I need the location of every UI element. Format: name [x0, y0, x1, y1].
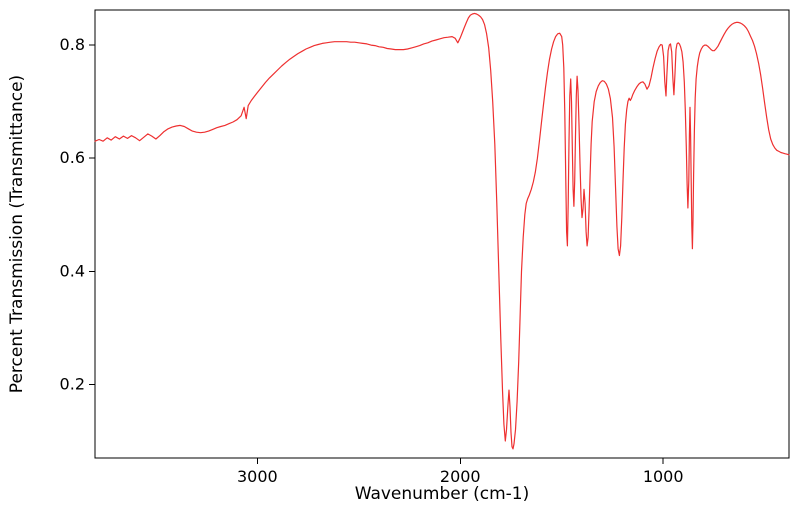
plot-frame [94, 9, 790, 459]
y-axis-label: Percent Transmission (Transmittance) [7, 74, 27, 394]
spectrum-line [94, 12, 790, 450]
y-tick-label: 0.8 [60, 35, 85, 54]
x-tick-label: 2000 [440, 467, 481, 486]
x-tick-label: 3000 [237, 467, 278, 486]
y-tick-label: 0.6 [60, 148, 85, 167]
x-tick-label: 1000 [643, 467, 684, 486]
y-tick-label: 0.4 [60, 261, 85, 280]
x-axis-label: Wavenumber (cm-1) [354, 484, 530, 504]
y-tick-label: 0.2 [60, 374, 85, 393]
y-axis-label-container: Percent Transmission (Transmittance) [0, 10, 34, 458]
